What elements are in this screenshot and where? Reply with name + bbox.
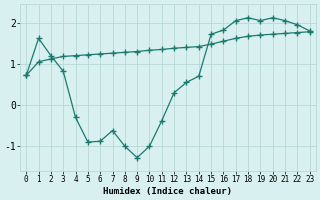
X-axis label: Humidex (Indice chaleur): Humidex (Indice chaleur): [103, 187, 232, 196]
